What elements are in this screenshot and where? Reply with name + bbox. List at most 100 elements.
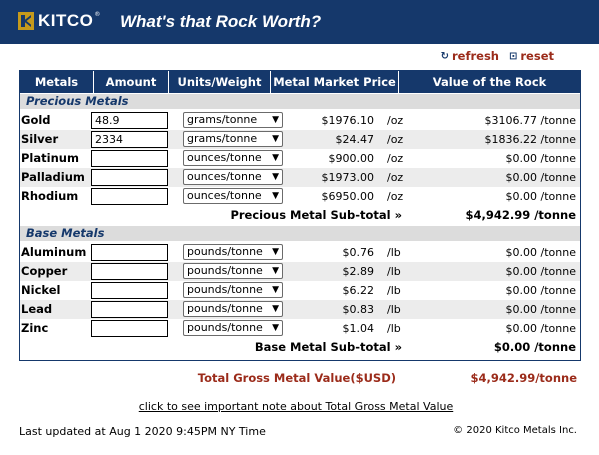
unit-select[interactable]: pounds/tonne ▼ — [183, 244, 283, 260]
section-base-metals: Base Metals — [20, 226, 580, 241]
chevron-down-icon: ▼ — [272, 115, 279, 125]
table-row: Platinum ounces/tonne ▼ $900.00 /oz $0.00… — [20, 149, 580, 168]
chevron-down-icon: ▼ — [272, 304, 279, 314]
unit-select-value: grams/tonne — [187, 132, 258, 145]
amount-input[interactable] — [91, 188, 168, 205]
gross-value-row: Total Gross Metal Value($USD) $4,942.99/… — [0, 371, 599, 387]
unit-select[interactable]: pounds/tonne ▼ — [183, 320, 283, 336]
copyright: © 2020 Kitco Metals Inc. — [453, 425, 577, 436]
price-unit: /oz — [387, 133, 404, 146]
gross-value-note-link[interactable]: click to see important note about Total … — [138, 400, 454, 413]
unit-select-value: ounces/tonne — [187, 151, 262, 164]
unit-select-value: pounds/tonne — [187, 321, 263, 334]
logo-text: KITCO — [38, 11, 94, 30]
rock-value: $0.00 /tonne — [505, 152, 576, 165]
unit-select-value: pounds/tonne — [187, 245, 263, 258]
chevron-down-icon: ▼ — [272, 191, 279, 201]
table-row: Copper pounds/tonne ▼ $2.89 /lb $0.00 /to… — [20, 262, 580, 281]
chevron-down-icon: ▼ — [272, 134, 279, 144]
price-unit: /oz — [387, 114, 404, 127]
chevron-down-icon: ▼ — [272, 266, 279, 276]
refresh-icon: ↻ — [440, 50, 449, 62]
price-unit: /lb — [387, 322, 401, 335]
col-metals: Metals — [20, 71, 94, 93]
metal-name: Palladium — [21, 170, 85, 184]
unit-select-value: grams/tonne — [187, 113, 258, 126]
unit-select[interactable]: pounds/tonne ▼ — [183, 282, 283, 298]
unit-select-value: pounds/tonne — [187, 283, 263, 296]
unit-select[interactable]: pounds/tonne ▼ — [183, 263, 283, 279]
market-price: $0.83 — [342, 303, 375, 316]
table-row: Nickel pounds/tonne ▼ $6.22 /lb $0.00 /to… — [20, 281, 580, 300]
reset-label: reset — [520, 49, 554, 63]
rock-value: $3106.77 /tonne — [484, 114, 576, 127]
amount-input[interactable] — [91, 244, 168, 261]
price-unit: /lb — [387, 246, 401, 259]
unit-select-value: ounces/tonne — [187, 189, 262, 202]
metal-name: Rhodium — [21, 189, 79, 203]
col-units-weight: Units/Weight — [169, 71, 271, 93]
unit-select[interactable]: grams/tonne ▼ — [183, 131, 283, 147]
rock-value: $0.00 /tonne — [505, 265, 576, 278]
reset-button[interactable]: ⊡ reset — [509, 49, 554, 63]
price-unit: /lb — [387, 265, 401, 278]
amount-input[interactable]: 48.9 — [91, 112, 168, 129]
amount-input[interactable] — [91, 320, 168, 337]
gross-value-label: Total Gross Metal Value($USD) — [197, 371, 396, 385]
market-price: $1.04 — [342, 322, 375, 335]
unit-select[interactable]: ounces/tonne ▼ — [183, 188, 283, 204]
amount-input[interactable] — [91, 282, 168, 299]
unit-select-value: ounces/tonne — [187, 170, 262, 183]
metal-name: Platinum — [21, 151, 79, 165]
price-unit: /oz — [387, 171, 404, 184]
unit-select-value: pounds/tonne — [187, 302, 263, 315]
table-header: Metals Amount Units/Weight Metal Market … — [20, 71, 580, 93]
col-amount: Amount — [94, 71, 169, 93]
amount-input[interactable] — [91, 150, 168, 167]
price-unit: /oz — [387, 152, 404, 165]
chevron-down-icon: ▼ — [272, 247, 279, 257]
chevron-down-icon: ▼ — [272, 153, 279, 163]
table-row: Palladium ounces/tonne ▼ $1973.00 /oz $0.… — [20, 168, 580, 187]
action-links: ↻ refresh ⊡ reset — [441, 49, 554, 63]
market-price: $1976.10 — [321, 114, 375, 127]
note-row: click to see important note about Total … — [0, 400, 592, 413]
table-row: Zinc pounds/tonne ▼ $1.04 /lb $0.00 /tonn… — [20, 319, 580, 338]
base-subtotal-value: $0.00 /tonne — [493, 340, 576, 354]
header-bar: KITCO ® What's that Rock Worth? — [0, 0, 599, 44]
unit-select[interactable]: ounces/tonne ▼ — [183, 150, 283, 166]
metal-name: Gold — [21, 113, 51, 127]
metal-name: Lead — [21, 302, 53, 316]
unit-select[interactable]: ounces/tonne ▼ — [183, 169, 283, 185]
market-price: $6.22 — [342, 284, 375, 297]
metal-name: Silver — [21, 132, 59, 146]
chevron-down-icon: ▼ — [272, 323, 279, 333]
amount-input[interactable] — [91, 263, 168, 280]
price-unit: /lb — [387, 284, 401, 297]
amount-input[interactable] — [91, 301, 168, 318]
amount-input[interactable] — [91, 169, 168, 186]
unit-select[interactable]: grams/tonne ▼ — [183, 112, 283, 128]
refresh-label: refresh — [452, 49, 499, 63]
metal-name: Copper — [21, 264, 68, 278]
table-row: Rhodium ounces/tonne ▼ $6950.00 /oz $0.00… — [20, 187, 580, 206]
base-subtotal-label: Base Metal Sub-total » — [254, 340, 402, 354]
rock-value: $0.00 /tonne — [505, 246, 576, 259]
col-market-price: Metal Market Price — [271, 71, 399, 93]
precious-subtotal-value: $4,942.99 /tonne — [465, 208, 576, 222]
logo-registered-mark: ® — [94, 10, 101, 18]
rock-value: $1836.22 /tonne — [484, 133, 576, 146]
rock-value: $0.00 /tonne — [505, 284, 576, 297]
metal-name: Zinc — [21, 321, 49, 335]
kitco-logo[interactable]: KITCO ® — [18, 10, 100, 32]
refresh-button[interactable]: ↻ refresh — [441, 49, 499, 63]
unit-select-value: pounds/tonne — [187, 264, 263, 277]
section-precious-metals: Precious Metals — [20, 94, 580, 109]
page-title: What's that Rock Worth? — [120, 12, 322, 31]
amount-input[interactable]: 2334 — [91, 131, 168, 148]
table-row: Gold 48.9 grams/tonne ▼ $1976.10 /oz $310… — [20, 111, 580, 130]
rock-value-table: Metals Amount Units/Weight Metal Market … — [19, 70, 581, 361]
base-subtotal-row: Base Metal Sub-total » $0.00 /tonne — [20, 338, 580, 356]
precious-subtotal-row: Precious Metal Sub-total » $4,942.99 /to… — [20, 206, 580, 224]
unit-select[interactable]: pounds/tonne ▼ — [183, 301, 283, 317]
